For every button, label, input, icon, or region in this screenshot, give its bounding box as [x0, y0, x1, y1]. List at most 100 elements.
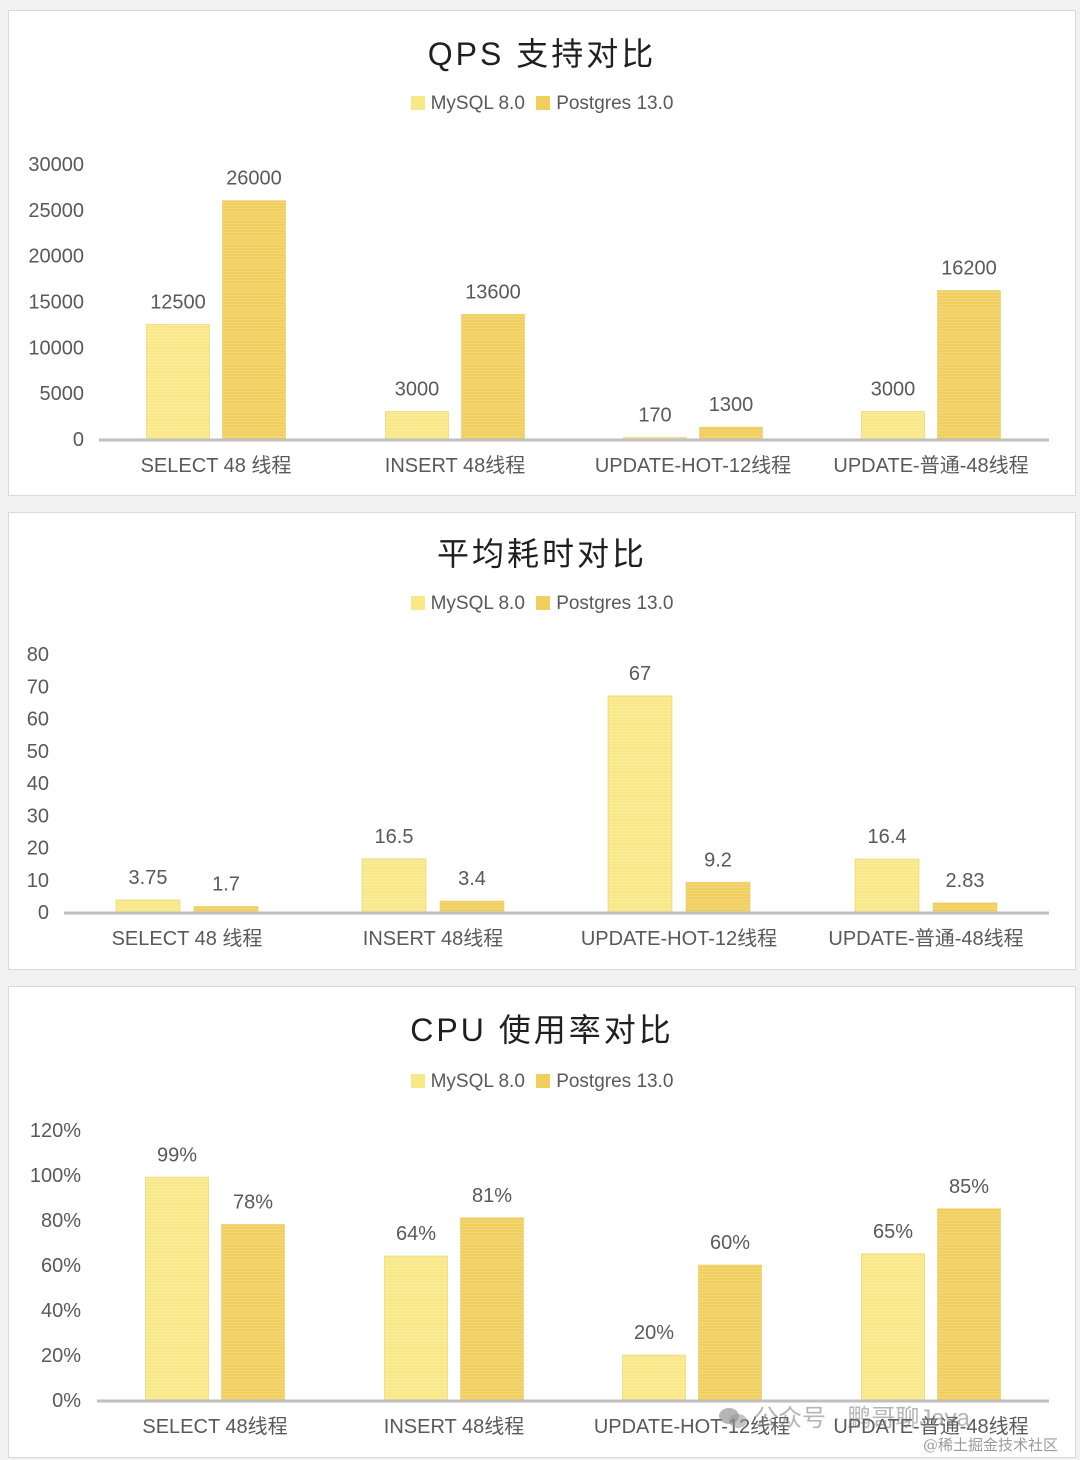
- cpu-chart-panel: CPU 使用率对比 MySQL 8.0 Postgres 13.0 0% 20% 4…: [8, 986, 1076, 1458]
- data-label: 1300: [709, 394, 754, 416]
- legend-item-postgres: Postgres 13.0: [536, 93, 673, 115]
- x-category-label: UPDATE-HOT-12线程: [581, 927, 777, 950]
- x-category-label: INSERT 48线程: [385, 454, 525, 477]
- bar-mysql: [115, 899, 181, 913]
- bar-mysql: [385, 411, 449, 440]
- data-label: 9.2: [704, 849, 732, 871]
- y-tick-label: 30000: [28, 154, 84, 176]
- legend-label-postgres: Postgres 13.0: [556, 1071, 674, 1092]
- data-label: 65%: [873, 1221, 913, 1243]
- latency-bar-chart: 0 10 20 30 40 50 60 70 80 3.75 16.5 67 16.4 1.7 3.4 9.2…: [27, 644, 1049, 950]
- y-tick-label: 50: [27, 741, 49, 763]
- legend-swatch-mysql: [410, 1074, 425, 1088]
- y-tick-label: 0: [38, 902, 49, 924]
- chart-title: QPS 支持对比: [427, 36, 657, 72]
- bar-postgres: [222, 200, 286, 440]
- legend-label-postgres: Postgres 13.0: [556, 593, 674, 614]
- y-tick-label: 120%: [30, 1120, 81, 1142]
- bar-postgres: [932, 902, 998, 913]
- legend-label-mysql: MySQL 8.0: [430, 1071, 525, 1092]
- data-label: 78%: [233, 1192, 273, 1214]
- y-tick-label: 10: [27, 870, 49, 892]
- y-tick-label: 25000: [28, 200, 84, 222]
- data-label: 1.7: [212, 874, 240, 896]
- bar-mysql: [607, 695, 673, 913]
- data-label: 16.4: [868, 826, 907, 848]
- y-tick-label: 70: [27, 676, 49, 698]
- chart-legend: MySQL 8.0 Postgres 13.0: [9, 593, 1075, 615]
- y-tick-label: 40: [27, 773, 49, 795]
- y-tick-label: 20: [27, 838, 49, 860]
- bar-mysql: [622, 1354, 686, 1401]
- bar-postgres: [937, 290, 1001, 440]
- data-label: 3.4: [458, 868, 486, 890]
- x-category-label: SELECT 48 线程: [141, 454, 292, 477]
- x-category-label: UPDATE-HOT-12线程: [595, 454, 791, 477]
- x-category-label: SELECT 48线程: [142, 1415, 287, 1438]
- y-tick-label: 15000: [28, 292, 84, 314]
- legend-item-mysql: MySQL 8.0: [410, 593, 525, 615]
- data-label: 13600: [465, 281, 521, 303]
- data-label: 3.75: [129, 867, 168, 889]
- legend-label-postgres: Postgres 13.0: [556, 93, 674, 114]
- y-tick-label: 40%: [41, 1300, 81, 1322]
- bar-mysql: [384, 1255, 448, 1401]
- legend-label-mysql: MySQL 8.0: [430, 593, 525, 614]
- y-tick-label: 80: [27, 644, 49, 666]
- data-label: 81%: [472, 1185, 512, 1207]
- y-tick-label: 30: [27, 805, 49, 827]
- legend-label-mysql: MySQL 8.0: [430, 93, 525, 114]
- y-tick-label: 20%: [41, 1345, 81, 1367]
- data-label: 12500: [150, 291, 206, 313]
- legend-item-postgres: Postgres 13.0: [536, 593, 673, 615]
- legend-item-mysql: MySQL 8.0: [410, 1071, 525, 1093]
- chart-legend: MySQL 8.0 Postgres 13.0: [9, 93, 1075, 115]
- y-tick-label: 60: [27, 709, 49, 731]
- data-label: 67: [629, 663, 651, 685]
- bar-mysql: [854, 858, 920, 913]
- data-label: 2.83: [946, 870, 985, 892]
- bar-postgres: [193, 906, 259, 913]
- legend-item-postgres: Postgres 13.0: [536, 1071, 673, 1093]
- legend-swatch-postgres: [536, 96, 551, 110]
- data-label: 26000: [226, 168, 282, 190]
- x-category-label: INSERT 48线程: [384, 1415, 524, 1438]
- x-category-label: UPDATE-普通-48线程: [833, 1415, 1028, 1438]
- legend-swatch-mysql: [410, 596, 425, 610]
- x-category-label: SELECT 48 线程: [112, 927, 263, 950]
- y-tick-label: 100%: [30, 1165, 81, 1187]
- legend-swatch-postgres: [536, 596, 551, 610]
- chart-title: CPU 使用率对比: [410, 1012, 674, 1048]
- qps-chart-panel: QPS 支持对比 MySQL 8.0 Postgres 13.0 0 5000 10…: [8, 10, 1076, 496]
- bar-mysql: [361, 858, 427, 913]
- x-category-label: UPDATE-HOT-12线程: [594, 1415, 790, 1438]
- bar-postgres: [439, 900, 505, 913]
- chart-legend: MySQL 8.0 Postgres 13.0: [9, 1071, 1075, 1093]
- bar-mysql: [861, 411, 925, 440]
- bar-postgres: [937, 1208, 1001, 1401]
- cpu-bar-chart: 0% 20% 40% 60% 80% 100% 120% 99% 64% 20% 65% 78% 81%…: [30, 1120, 1049, 1438]
- bar-postgres: [699, 426, 763, 440]
- chart-title: 平均耗时对比: [436, 536, 647, 572]
- legend-swatch-postgres: [536, 1074, 551, 1088]
- bar-postgres: [698, 1264, 762, 1401]
- y-tick-label: 0: [73, 429, 84, 451]
- data-label: 64%: [396, 1223, 436, 1245]
- y-tick-label: 60%: [41, 1255, 81, 1277]
- bar-postgres: [685, 881, 751, 913]
- data-label: 85%: [949, 1176, 989, 1198]
- y-tick-label: 80%: [41, 1210, 81, 1232]
- qps-bar-chart: 0 5000 10000 15000 20000 25000 30000 12500 3000 1…: [28, 154, 1049, 477]
- bar-postgres: [460, 1217, 524, 1401]
- data-label: 3000: [871, 379, 916, 401]
- y-tick-label: 10000: [28, 337, 84, 359]
- y-tick-label: 0%: [52, 1390, 81, 1412]
- data-label: 99%: [157, 1144, 197, 1166]
- bar-mysql: [145, 1176, 209, 1401]
- data-label: 60%: [710, 1232, 750, 1254]
- y-tick-label: 20000: [28, 246, 84, 268]
- legend-swatch-mysql: [410, 96, 425, 110]
- bar-postgres: [221, 1224, 285, 1401]
- x-category-label: INSERT 48线程: [363, 927, 503, 950]
- data-label: 3000: [395, 379, 440, 401]
